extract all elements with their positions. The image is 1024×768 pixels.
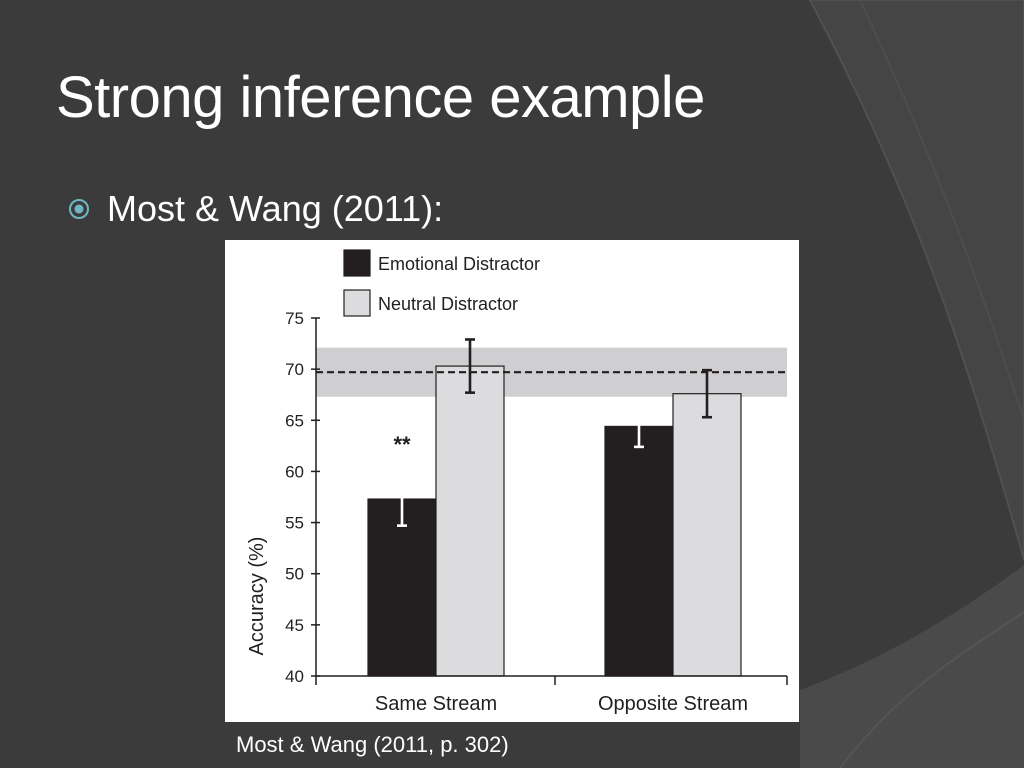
bullet-text: Most & Wang (2011): <box>107 188 444 229</box>
y-tick-label-55: 55 <box>285 514 304 533</box>
x-tick-label-1: Opposite Stream <box>598 693 748 715</box>
y-tick-label-75: 75 <box>285 309 304 328</box>
y-tick-label-65: 65 <box>285 411 304 430</box>
y-tick-label-40: 40 <box>285 667 304 686</box>
error-bar-neutral-same <box>465 338 475 394</box>
bar-neutral-opposite <box>672 393 742 677</box>
bullet-circle-icon <box>68 198 90 220</box>
legend-label-emotional: Emotional Distractor <box>378 254 540 274</box>
bar-neutral-same <box>435 365 505 677</box>
error-bar-emotional-same <box>397 471 407 527</box>
y-tick-label-70: 70 <box>285 360 304 379</box>
y-axis-label: Accuracy (%) <box>246 537 268 656</box>
y-tick-label-60: 60 <box>285 462 304 481</box>
legend-swatch-emotional <box>343 249 371 277</box>
bullet-item: Most & Wang (2011): <box>68 188 443 230</box>
significance-annotation-0: ** <box>393 432 411 457</box>
bar-chart: 40 45 50 55 60 65 70 75 Same Stream Opposite Stre… <box>246 249 788 715</box>
legend-label-neutral: Neutral Distractor <box>378 294 518 314</box>
slide-title: Strong inference example <box>56 65 705 130</box>
error-bar-neutral-opposite <box>702 368 712 419</box>
legend-swatch-neutral <box>343 289 371 317</box>
x-tick-label-0: Same Stream <box>375 693 497 715</box>
y-tick-label-50: 50 <box>285 565 304 584</box>
bar-emotional-opposite <box>604 425 674 677</box>
error-bar-emotional-opposite <box>634 404 644 449</box>
figure-caption: Most & Wang (2011, p. 302) <box>236 732 509 757</box>
y-tick-label-45: 45 <box>285 616 304 635</box>
figure-panel: 40 45 50 55 60 65 70 75 Same Stream Opposite Stre… <box>225 240 799 722</box>
